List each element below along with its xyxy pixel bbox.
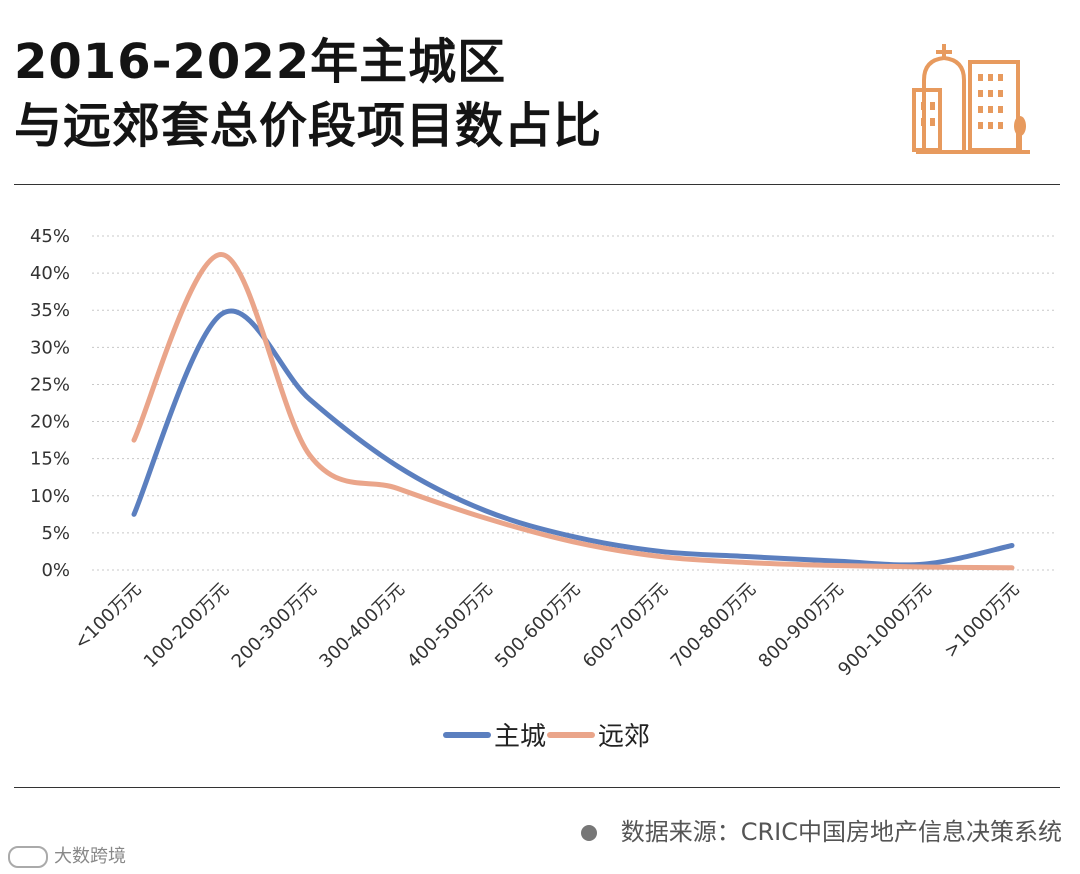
page-title-line1: 2016-2022年主城区 <box>14 34 507 90</box>
x-tick-label: 600-700万元 <box>579 579 672 672</box>
x-tick-label: <100万元 <box>70 579 145 654</box>
x-tick-label: >1000万元 <box>940 579 1023 662</box>
y-tick-label: 10% <box>30 486 70 507</box>
brand-watermark: 大数跨境 <box>8 842 126 868</box>
legend-label: 主城 <box>494 722 546 752</box>
y-tick-label: 15% <box>30 449 70 470</box>
y-tick-label: 40% <box>30 263 70 284</box>
x-tick-label: 900-1000万元 <box>834 579 936 681</box>
y-tick-label: 0% <box>41 560 70 581</box>
legend-label: 远郊 <box>598 722 650 752</box>
x-tick-label: 800-900万元 <box>754 579 847 672</box>
title-block: 2016-2022年主城区 与远郊套总价段项目数占比 <box>14 30 602 158</box>
y-tick-label: 45% <box>30 226 70 247</box>
line-chart: 0% 5% 10% 15% 20% 25% 30% 35% 40% 45% <100万元100-20… <box>30 226 1056 752</box>
y-tick-label: 5% <box>41 523 70 544</box>
y-tick-label: 25% <box>30 374 70 395</box>
footer-divider <box>14 787 1060 788</box>
source-text: 数据来源：CRIC中国房地产信息决策系统 <box>620 818 1062 846</box>
x-tick-label: 500-600万元 <box>491 579 584 672</box>
x-tick-label: 100-200万元 <box>140 579 233 672</box>
brand-text: 大数跨境 <box>54 846 126 867</box>
series-line-main-city <box>131 308 1015 568</box>
source-note: 数据来源：CRIC中国房地产信息决策系统 <box>580 812 1062 847</box>
x-tick-label: 700-800万元 <box>667 579 760 672</box>
city-buildings-icon <box>912 44 1030 154</box>
x-tick-label: 300-400万元 <box>315 579 408 672</box>
series-line-suburb <box>131 252 1015 571</box>
brand-logo-icon <box>8 846 48 868</box>
y-tick-label: 20% <box>30 412 70 433</box>
y-tick-label: 30% <box>30 337 70 358</box>
title-divider <box>14 184 1060 185</box>
bullet-icon <box>580 825 597 841</box>
x-tick-label: 400-500万元 <box>403 579 496 672</box>
page-title-line2: 与远郊套总价段项目数占比 <box>14 98 603 154</box>
x-tick-label: 200-300万元 <box>228 579 321 672</box>
y-tick-label: 35% <box>30 300 70 321</box>
